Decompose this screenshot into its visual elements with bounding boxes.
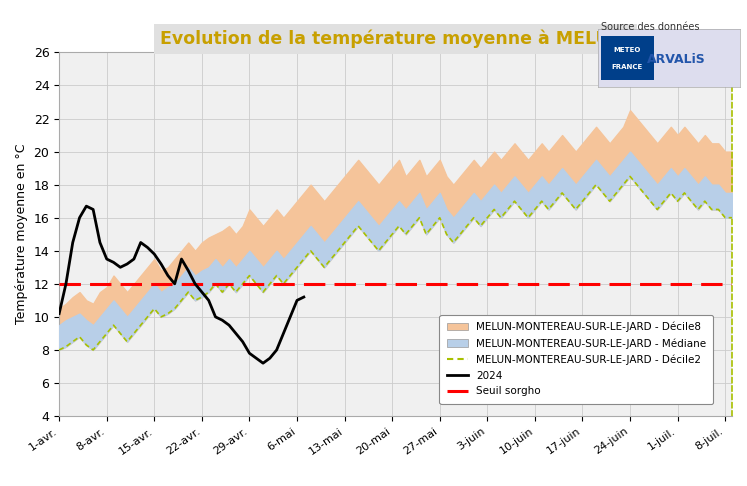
Y-axis label: Température moyenne en °C: Température moyenne en °C xyxy=(15,144,28,325)
Legend: MELUN-MONTEREAU-SUR-LE-JARD - Décile8, MELUN-MONTEREAU-SUR-LE-JARD - Médiane, ME: MELUN-MONTEREAU-SUR-LE-JARD - Décile8, M… xyxy=(439,314,713,403)
Title: Evolution de la température moyenne à MELUN-: Evolution de la température moyenne à ME… xyxy=(160,30,631,48)
Text: FRANCE: FRANCE xyxy=(612,64,643,70)
Text: Source des données: Source des données xyxy=(601,22,699,32)
Text: METEO: METEO xyxy=(614,47,641,52)
Text: ARVALiS: ARVALiS xyxy=(647,53,705,66)
